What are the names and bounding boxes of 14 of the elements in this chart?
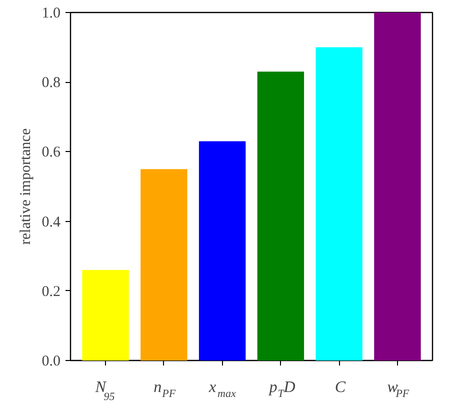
y-tick-label: 0.2 xyxy=(42,284,60,300)
y-axis-title: relative importance xyxy=(18,128,34,245)
bar xyxy=(198,141,246,360)
y-tick-label: 0.0 xyxy=(42,354,60,370)
bar xyxy=(82,270,129,360)
bar xyxy=(140,169,188,360)
bar xyxy=(316,47,362,360)
x-tick-label: C xyxy=(334,378,346,396)
y-tick-label: 0.4 xyxy=(42,214,61,230)
bar xyxy=(374,12,421,360)
y-tick-label: 1.0 xyxy=(42,6,60,22)
y-tick-label: 0.8 xyxy=(42,75,60,92)
y-tick-label: 0.6 xyxy=(42,144,61,161)
bar xyxy=(257,72,304,360)
